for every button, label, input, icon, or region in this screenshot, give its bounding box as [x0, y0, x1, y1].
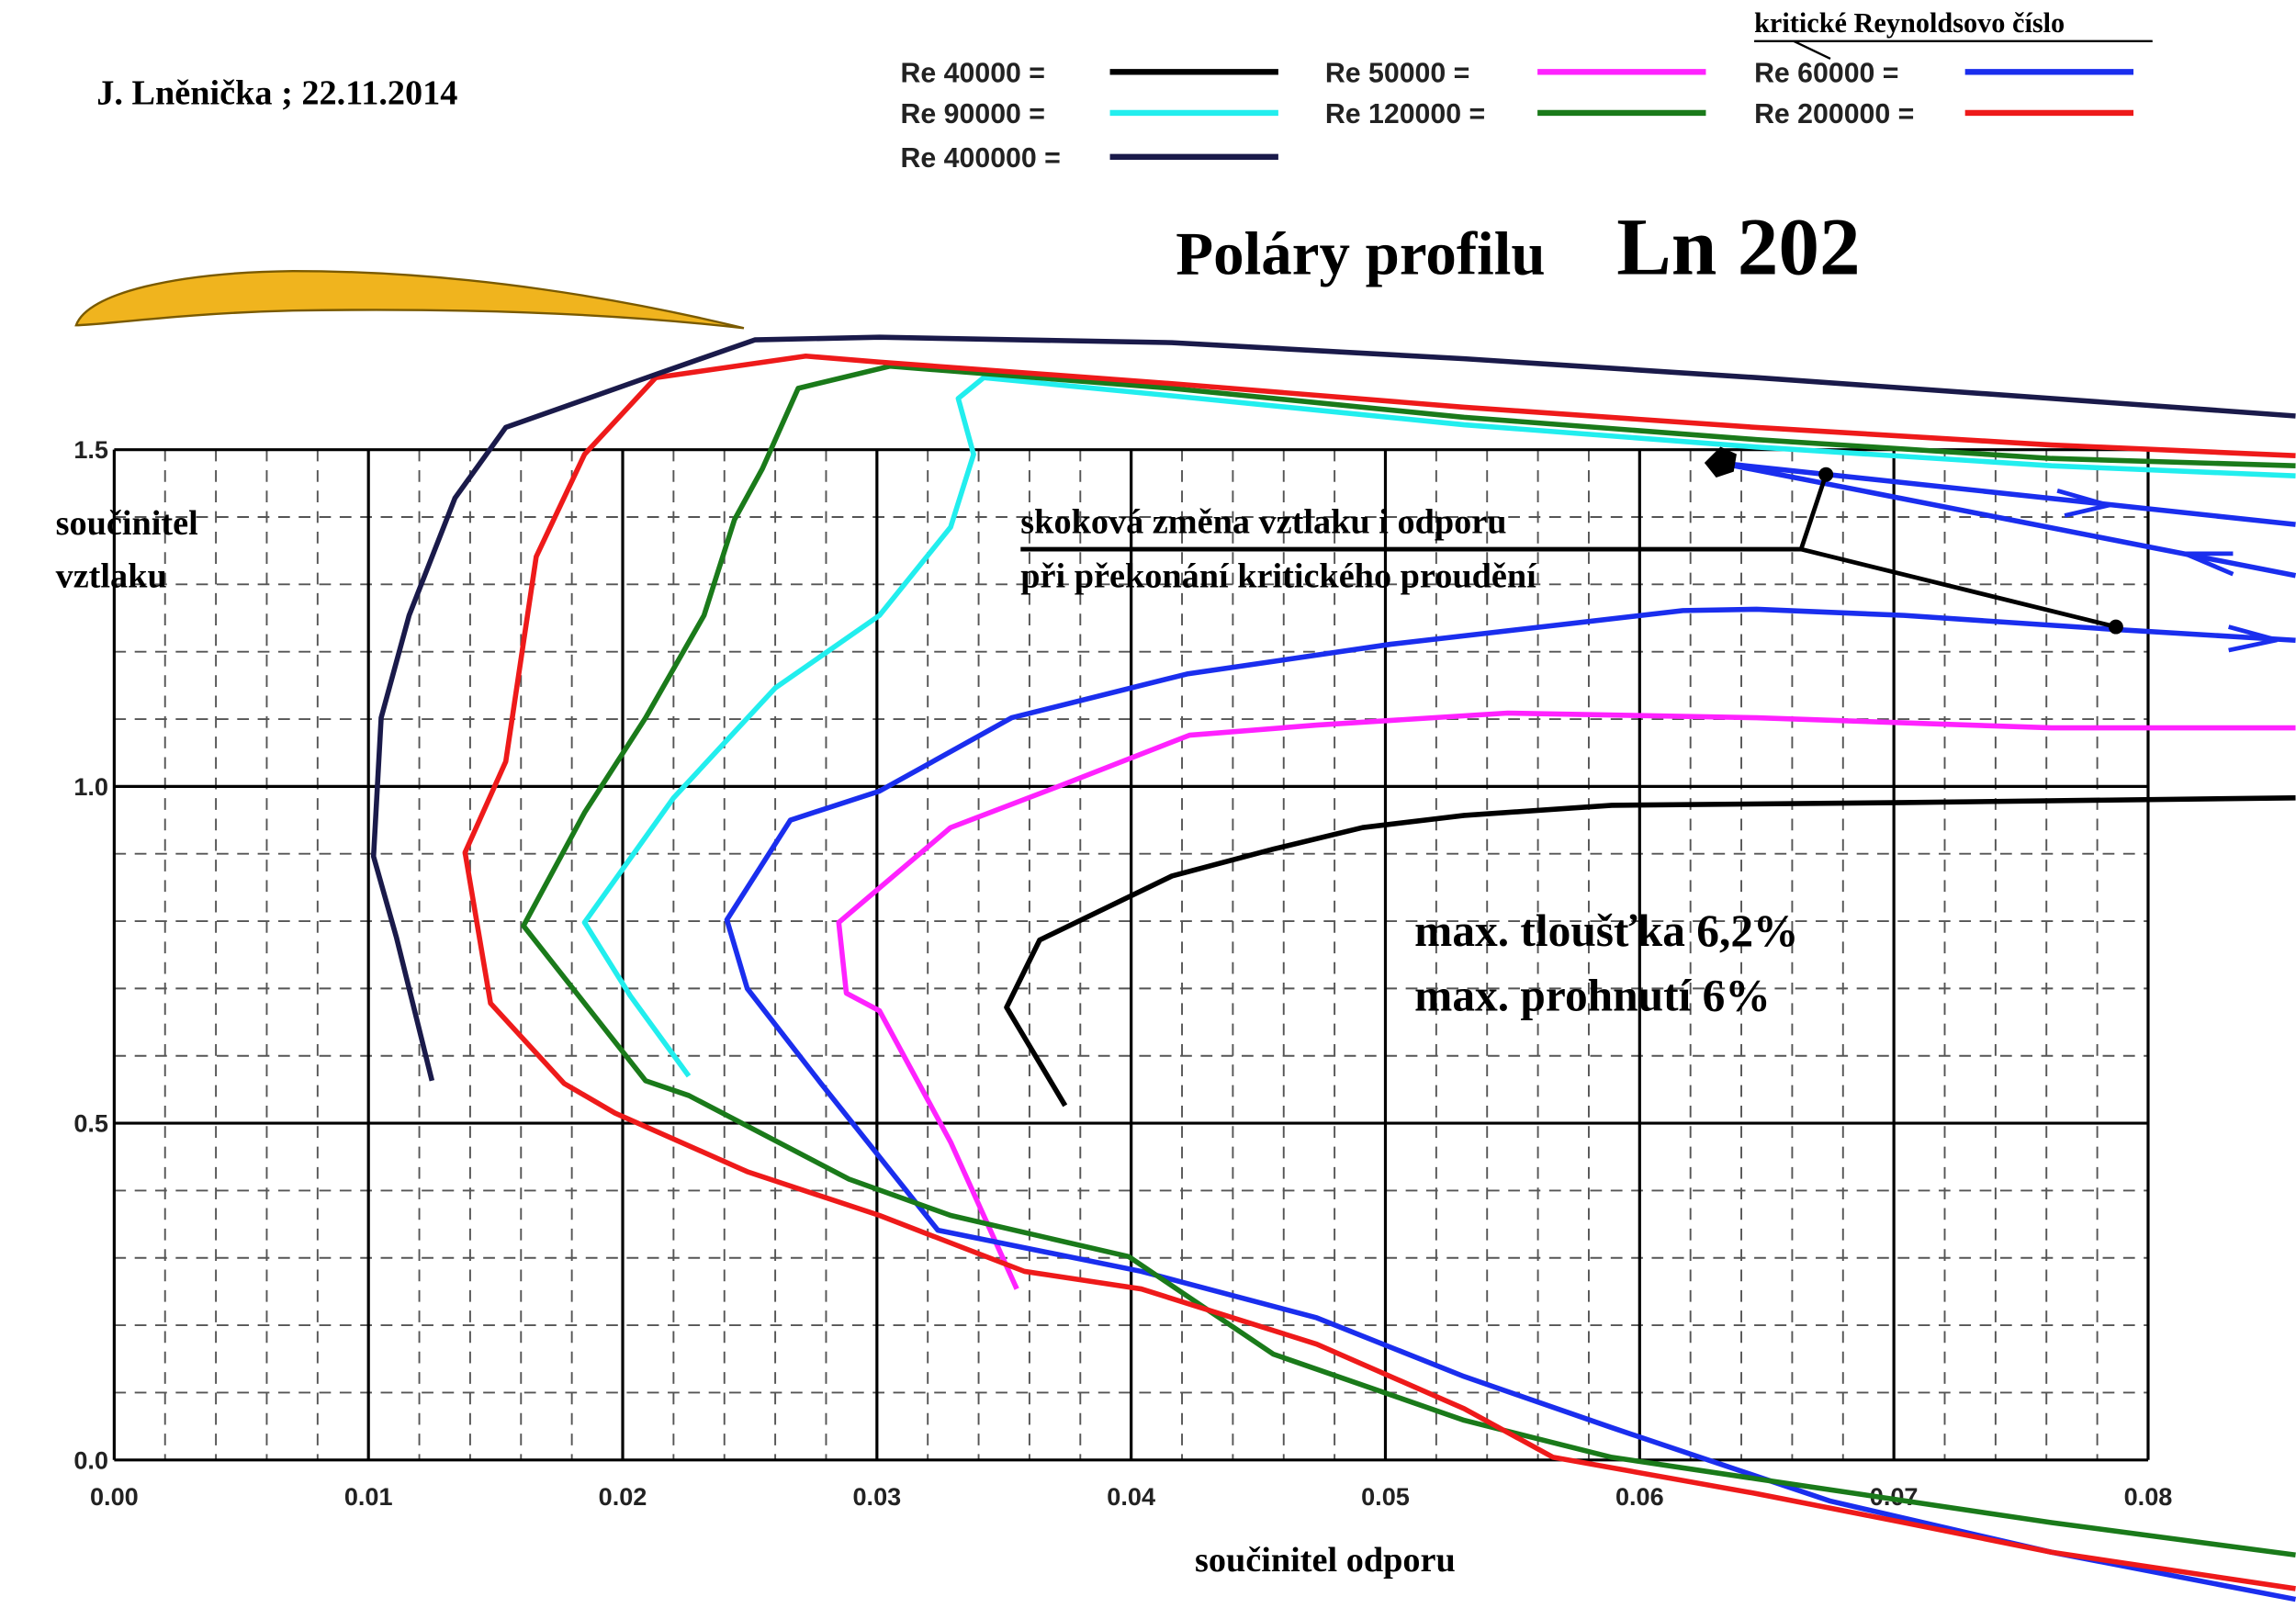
series-line: [370, 334, 2296, 1082]
annotation: max. prohnutí 6%: [1414, 970, 1771, 1020]
grid: 0.00 0.01 0.02 0.03 0.04 0.05 0.06 0.07 0.080.00…: [73, 435, 2172, 1511]
annotation: při překonání kritického proudění: [1020, 557, 1537, 596]
marker: [1818, 467, 1834, 482]
series-line: [462, 353, 2296, 1591]
x-tick-label: 0.03: [852, 1482, 901, 1511]
author: J. Lněnička ; 22.11.2014: [96, 73, 457, 112]
x-tick-label: 0.05: [1361, 1482, 1410, 1511]
x-tick-label: 0.04: [1107, 1482, 1155, 1511]
legend-label: Re 40000 =: [901, 58, 1045, 88]
x-axis-label: součinitel odporu: [1195, 1541, 1456, 1580]
chart-title: Poláry profilu: [1176, 219, 1545, 287]
legend-title: kritické Reynoldsovo číslo: [1754, 7, 2065, 39]
y-tick-label: 1.0: [73, 772, 108, 801]
legend-label: Re 90000 =: [901, 99, 1045, 129]
legend-label: Re 50000 =: [1325, 58, 1469, 88]
arrows: [2056, 489, 2278, 653]
marker: [1704, 446, 1737, 478]
y-tick-label: 0.0: [73, 1445, 108, 1474]
series-line: [581, 375, 2296, 1078]
annotation: skoková změna vztlaku i odporu: [1020, 503, 1506, 542]
x-tick-label: 0.00: [90, 1482, 139, 1511]
x-tick-label: 0.08: [2124, 1482, 2173, 1511]
legend-label: Re 400000 =: [901, 143, 1061, 174]
series-line: [1004, 795, 2296, 1108]
y-tick-label: 1.5: [73, 435, 108, 464]
legend-title-pointer: [1793, 39, 1831, 61]
series-line: [724, 460, 2296, 1602]
airfoil: [74, 269, 745, 330]
x-tick-label: 0.06: [1615, 1482, 1664, 1511]
y-axis-label: součinitel: [56, 504, 198, 543]
legend: Re 40000 = Re 50000 = Re 60000 = Re 90000 =…: [901, 58, 2134, 174]
legend-label: Re 60000 =: [1754, 58, 1898, 88]
series-line: [521, 363, 2296, 1558]
annotation-pointer: [1020, 474, 2117, 629]
legend-label: Re 120000 =: [1325, 99, 1485, 129]
lines: [370, 334, 2296, 1602]
annotation: max. tloušťka 6,2%: [1414, 905, 1798, 956]
chart-subtitle: Ln 202: [1616, 201, 1860, 292]
y-tick-label: 0.5: [73, 1109, 108, 1138]
x-tick-label: 0.02: [599, 1482, 647, 1511]
x-tick-label: 0.01: [344, 1482, 393, 1511]
marker: [2108, 619, 2123, 635]
y-axis-label: vztlaku: [56, 557, 167, 596]
legend-label: Re 200000 =: [1754, 99, 1914, 129]
series-line: [836, 710, 2296, 1290]
